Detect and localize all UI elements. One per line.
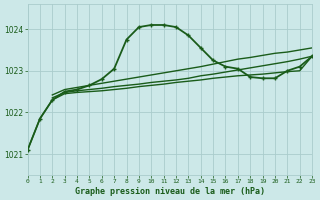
X-axis label: Graphe pression niveau de la mer (hPa): Graphe pression niveau de la mer (hPa) <box>75 187 265 196</box>
